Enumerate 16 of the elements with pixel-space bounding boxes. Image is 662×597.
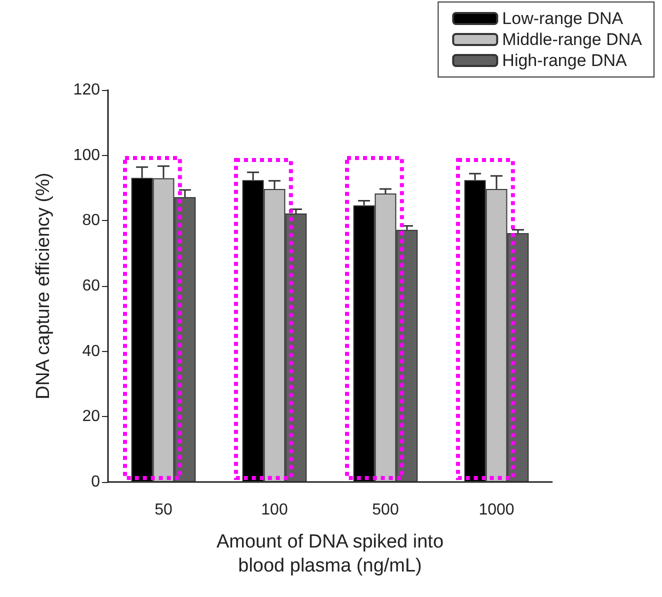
legend-label: Middle-range DNA (502, 30, 643, 49)
y-tick-label: 20 (82, 408, 100, 426)
y-tick-label: 40 (82, 342, 100, 360)
legend-label: Low-range DNA (502, 9, 624, 28)
x-tick-label: 1000 (478, 502, 514, 518)
x-tick-label: 50 (154, 502, 172, 518)
y-tick-label: 120 (73, 82, 100, 98)
x-axis-title: Amount of DNA spiked into blood plasma (ng/mL) (216, 532, 444, 576)
y-axis-title: DNA capture efficiency (%) (33, 172, 54, 400)
y-tick-label: 60 (82, 278, 100, 294)
x-tick-label: 500 (372, 502, 399, 518)
y-tick-label: 100 (73, 146, 100, 164)
legend-label: High-range DNA (502, 51, 628, 70)
y-tick-label: 80 (82, 212, 100, 230)
x-tick-label: 100 (261, 502, 288, 518)
y-tick-label: 0 (91, 474, 100, 490)
